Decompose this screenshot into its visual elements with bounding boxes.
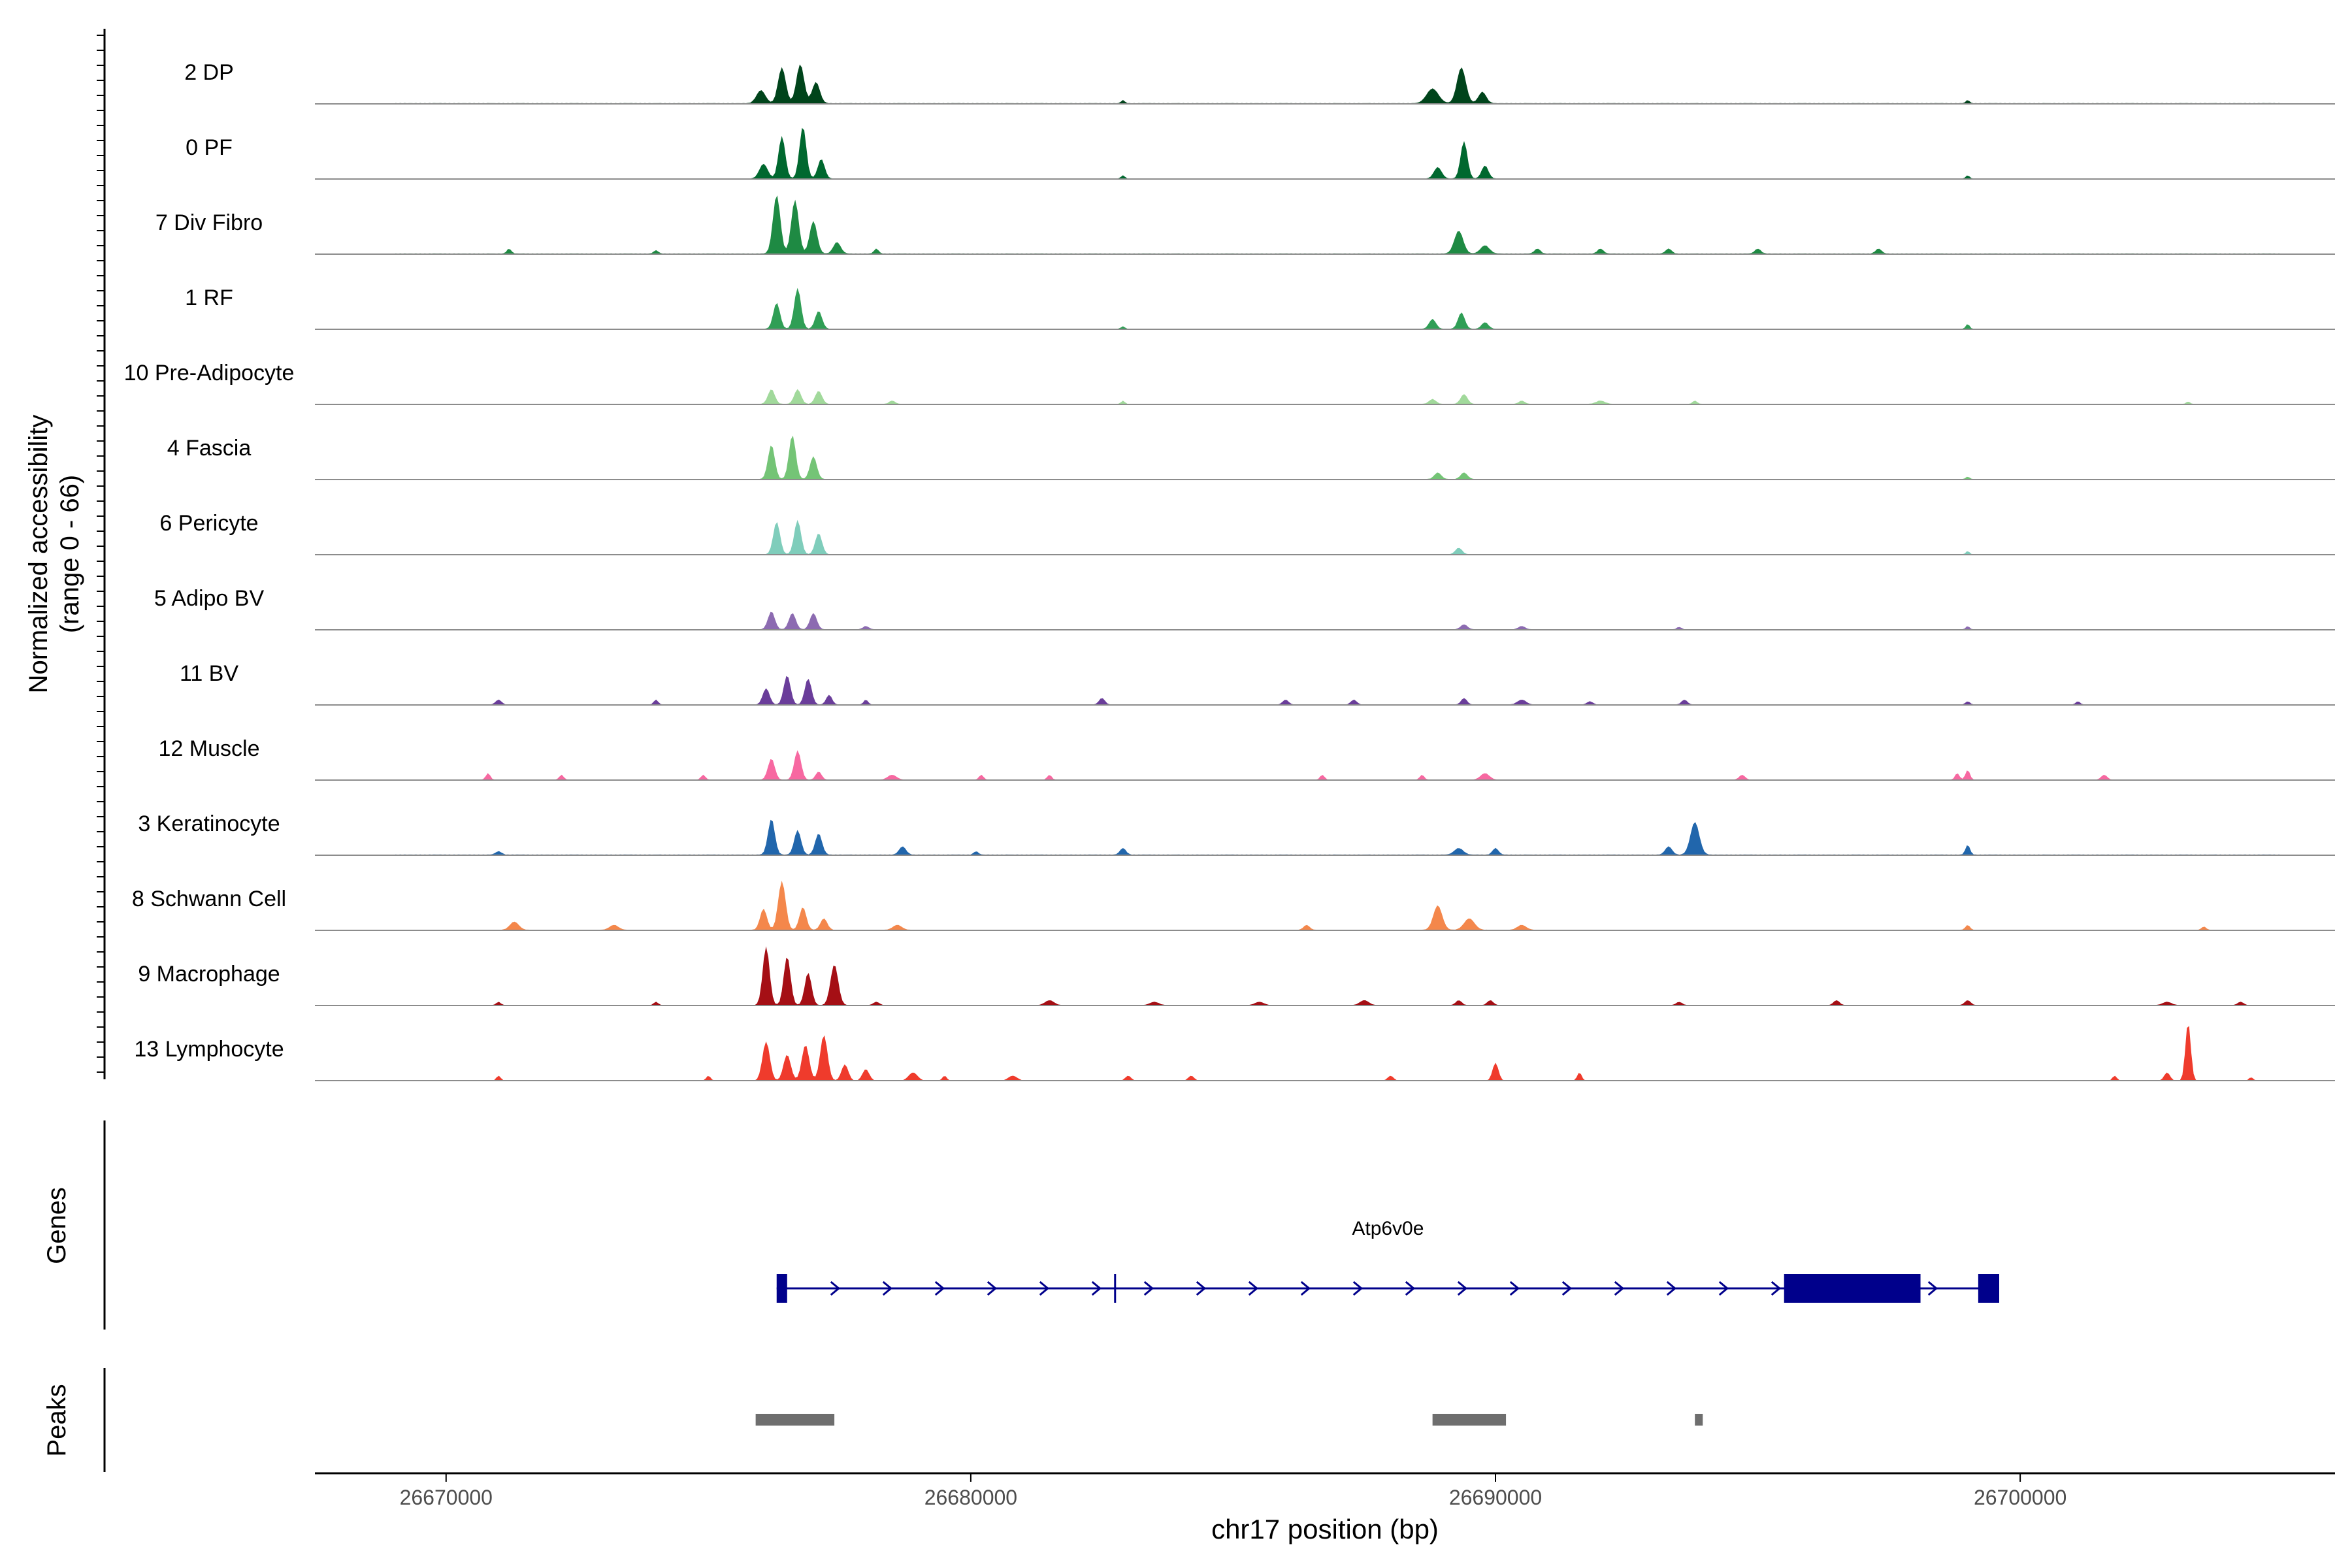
coverage-area <box>315 946 2335 1005</box>
x-axis-label: chr17 position (bp) <box>1211 1514 1439 1544</box>
track-10: 12 Muscle <box>159 736 2335 781</box>
strand-arrow <box>1666 1281 1677 1296</box>
track-label: 8 Schwann Cell <box>132 887 286 911</box>
strand-arrow <box>1614 1281 1625 1296</box>
track-label: 2 DP <box>184 60 234 85</box>
coverage-area <box>315 750 2335 780</box>
coverage-y-axis-label: Normalized accessibility (range 0 - 66) <box>24 415 84 694</box>
coverage-area <box>315 519 2335 555</box>
coverage-area <box>315 676 2335 705</box>
track-label: 10 Pre-Adipocyte <box>124 361 295 385</box>
strand-arrow <box>1143 1281 1154 1296</box>
strand-arrow <box>1248 1281 1259 1296</box>
strand-arrow <box>1561 1281 1573 1296</box>
x-tick-label: 26680000 <box>924 1486 1017 1509</box>
x-tick-label: 26700000 <box>1974 1486 2066 1509</box>
track-11: 3 Keratinocyte <box>138 811 2335 856</box>
track-2: 0 PF <box>186 127 2335 180</box>
strand-arrow <box>934 1281 945 1296</box>
strand-arrow <box>830 1281 841 1296</box>
strand-arrow <box>1927 1281 1938 1296</box>
coverage-area <box>315 881 2335 930</box>
track-1: 2 DP <box>184 60 2335 105</box>
strand-arrow <box>1509 1281 1520 1296</box>
track-label: 4 Fascia <box>167 436 252 461</box>
track-label: 11 BV <box>180 661 238 686</box>
strand-arrow <box>1300 1281 1311 1296</box>
track-label: 0 PF <box>186 135 233 160</box>
coverage-area <box>315 435 2335 480</box>
coverage-area <box>315 64 2335 104</box>
coverage-area <box>315 819 2335 855</box>
x-tick-label: 26670000 <box>400 1486 493 1509</box>
track-label: 1 RF <box>185 286 233 310</box>
strand-arrow <box>1771 1281 1782 1296</box>
track-12: 8 Schwann Cell <box>132 881 2335 931</box>
track-label: 6 Pericyte <box>159 511 258 536</box>
track-9: 11 BV <box>180 661 2335 706</box>
y-axis-label-line2: (range 0 - 66) <box>56 475 84 633</box>
track-13: 9 Macrophage <box>138 946 2335 1006</box>
gene-name-label: Atp6v0e <box>1352 1218 1424 1239</box>
track-label: 7 Div Fibro <box>155 210 263 235</box>
coverage-area <box>315 127 2335 179</box>
strand-arrow <box>1039 1281 1050 1296</box>
coverage-area <box>315 612 2335 630</box>
track-label: 3 Keratinocyte <box>138 811 280 836</box>
peak-regions <box>755 1414 1703 1426</box>
track-label: 5 Adipo BV <box>154 586 265 611</box>
strand-arrow <box>1718 1281 1729 1296</box>
track-8: 5 Adipo BV <box>154 586 2335 630</box>
track-14: 13 Lymphocyte <box>134 1026 2335 1081</box>
peak-region <box>1695 1414 1703 1426</box>
gene-model <box>776 1274 2000 1303</box>
exon <box>1978 1274 2000 1303</box>
strand-arrow <box>1091 1281 1102 1296</box>
track-label: 9 Macrophage <box>138 962 280 987</box>
coverage-area <box>315 287 2335 329</box>
track-3: 7 Div Fibro <box>155 195 2335 255</box>
coverage-y-ticks <box>97 35 105 1073</box>
exon <box>776 1274 787 1303</box>
peak-region <box>755 1414 835 1426</box>
strand-arrow <box>987 1281 998 1296</box>
x-axis-ticks: 26670000 26680000 26690000 26700000 <box>400 1473 2066 1509</box>
exon <box>1784 1274 1921 1303</box>
track-label: 13 Lymphocyte <box>134 1037 284 1062</box>
coverage-tracks: 2 DP 0 PF 7 Div Fibro 1 RF 10 Pre-Adipocyte 4… <box>124 60 2335 1081</box>
strand-arrow <box>882 1281 893 1296</box>
y-axis-label-line1: Normalized accessibility <box>24 415 53 694</box>
coverage-area <box>315 389 2335 404</box>
coverage-area <box>315 195 2335 254</box>
genes-panel-label: Genes <box>42 1187 71 1264</box>
peak-region <box>1432 1414 1507 1426</box>
strand-arrow <box>1352 1281 1364 1296</box>
strand-arrow <box>1196 1281 1207 1296</box>
track-label: 12 Muscle <box>159 736 260 761</box>
strand-arrow <box>1405 1281 1416 1296</box>
track-7: 6 Pericyte <box>159 511 2335 555</box>
coverage-area <box>315 1026 2335 1081</box>
strand-arrow <box>1457 1281 1468 1296</box>
x-tick-label: 26690000 <box>1449 1486 1542 1509</box>
peaks-panel-label: Peaks <box>42 1384 71 1456</box>
track-6: 4 Fascia <box>167 435 2335 480</box>
track-4: 1 RF <box>185 286 2335 330</box>
track-5: 10 Pre-Adipocyte <box>124 361 2335 405</box>
